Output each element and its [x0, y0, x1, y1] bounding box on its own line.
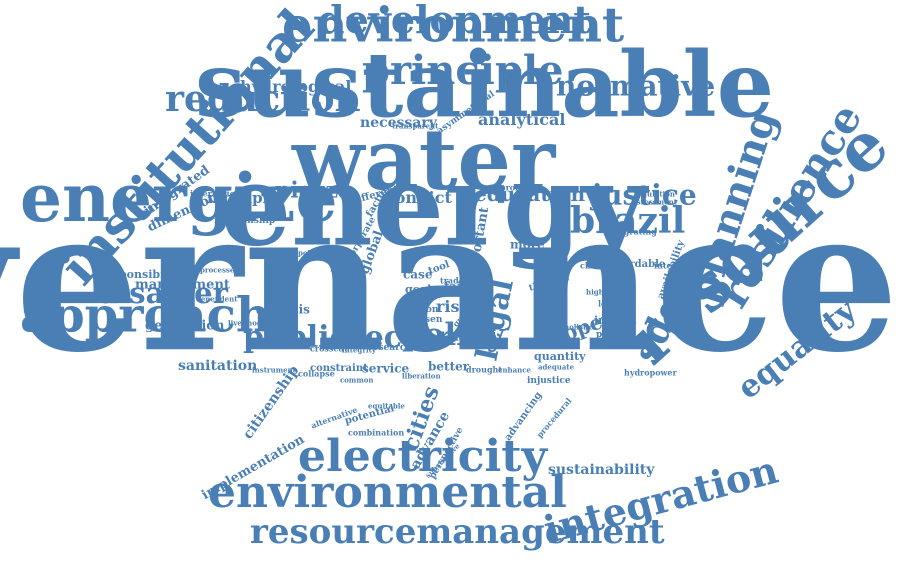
word-trade: trade: [440, 277, 464, 285]
word-analytical: analytical: [478, 112, 565, 128]
word-enhance: enhance: [498, 366, 531, 373]
word-processes: processes: [200, 266, 238, 273]
word-analysis: analysis: [256, 303, 310, 315]
word-goal: goal: [405, 284, 431, 295]
word-normative: normative: [556, 73, 715, 101]
word-chosen: chosen: [407, 316, 442, 325]
word-locating: locating: [598, 300, 635, 308]
word-chronic: chronic: [580, 262, 614, 270]
word-development: development: [318, 1, 591, 39]
word-transparent: transparent: [392, 122, 438, 129]
word-integrity: integrity: [342, 346, 376, 353]
word-adequate: adequate: [538, 363, 574, 370]
word-sustainability: sustainability: [548, 463, 654, 477]
word-responsibility: responsibility: [100, 269, 184, 280]
word-procedural: procedural: [535, 396, 573, 439]
word-resourcemanagement: resourcemanagement: [250, 515, 665, 549]
word-livelihood: livelihood: [228, 319, 266, 326]
word-quantity: quantity: [534, 351, 586, 362]
word-action: action: [407, 306, 438, 315]
word-environmental: environmental: [208, 471, 567, 515]
word-political: political: [298, 249, 330, 256]
word-international: international: [190, 190, 249, 198]
word-injustice: injustice: [527, 377, 571, 386]
word-regulation: regulation: [634, 190, 675, 197]
word-liberation: liberation: [402, 372, 441, 379]
word-instrument: instrument: [252, 366, 296, 373]
word-principle: principle: [362, 51, 563, 91]
word-synergies: synergies: [592, 340, 645, 350]
word-fastest: fastest: [330, 265, 360, 273]
word-piazza: piazza: [275, 179, 352, 201]
word-assessment: assessment: [632, 198, 677, 205]
word-relationship: relationship: [214, 217, 275, 226]
word-hydropower: hydropower: [624, 369, 677, 377]
word-generation: generation: [145, 320, 224, 333]
word-holistic: holistic: [564, 323, 593, 330]
word-equitable: equitable: [368, 402, 405, 409]
word-collapse: collapse: [298, 370, 335, 378]
word-dependent: dependent: [196, 295, 237, 302]
word-promote: promote: [500, 184, 538, 192]
word-impact: impact: [594, 315, 636, 326]
word-interlinkage: interlinkage: [654, 262, 709, 270]
word-policies: policies: [596, 331, 635, 340]
word-more: more: [510, 238, 545, 250]
word-highlight: highlight: [586, 288, 622, 295]
word-integrating: integrating: [606, 228, 657, 236]
word-sanitation: sanitation: [178, 359, 257, 373]
word-drought: drought: [466, 366, 502, 374]
word-combination: combination: [348, 429, 404, 437]
word-common: common: [340, 376, 374, 383]
